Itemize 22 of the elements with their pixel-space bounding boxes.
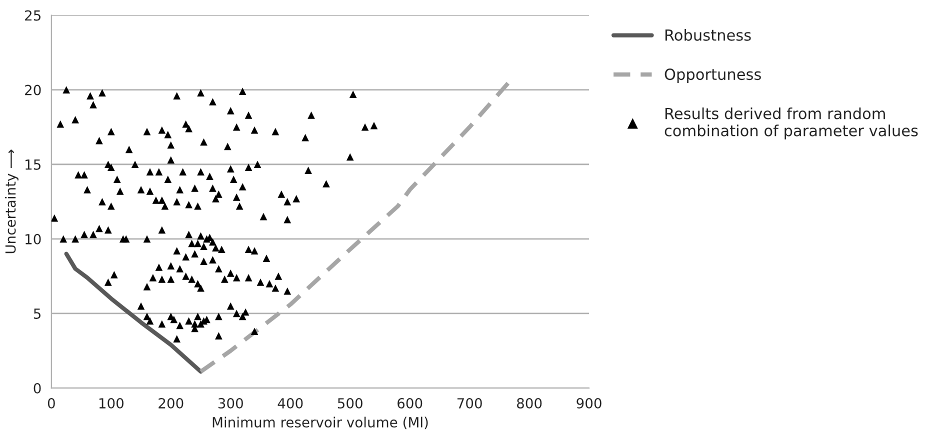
y-tick-label: 0 xyxy=(34,383,41,394)
x-tick-label: 100 xyxy=(99,398,124,409)
x-tick-label: 900 xyxy=(576,398,602,409)
legend-label: Robustness xyxy=(665,29,751,41)
line-series xyxy=(64,252,203,374)
legend-label: Results derived from random combination of parameter values xyxy=(664,107,918,140)
x-tick-label: 800 xyxy=(517,398,542,409)
y-tick-label: 25 xyxy=(25,10,40,21)
x-axis-title: Minimum reservoir volume (Ml) xyxy=(212,416,428,430)
y-tick-label: 10 xyxy=(26,234,41,244)
x-tick-label: 200 xyxy=(158,398,184,409)
x-tick-label: 500 xyxy=(338,398,362,409)
y-tick-label: 15 xyxy=(26,160,40,170)
x-tick-label: 600 xyxy=(398,398,422,409)
x-tick-label: 700 xyxy=(457,398,482,409)
x-tick-label: 300 xyxy=(218,398,243,409)
legend-label: Opportuness xyxy=(664,68,761,84)
y-axis-title: Uncertainty ⟶ xyxy=(5,150,18,254)
y-tick-label: 20 xyxy=(25,84,41,96)
y-tick-label: 5 xyxy=(34,308,40,319)
x-tick-label: 400 xyxy=(278,398,303,409)
x-tick-label: 0 xyxy=(48,398,55,409)
